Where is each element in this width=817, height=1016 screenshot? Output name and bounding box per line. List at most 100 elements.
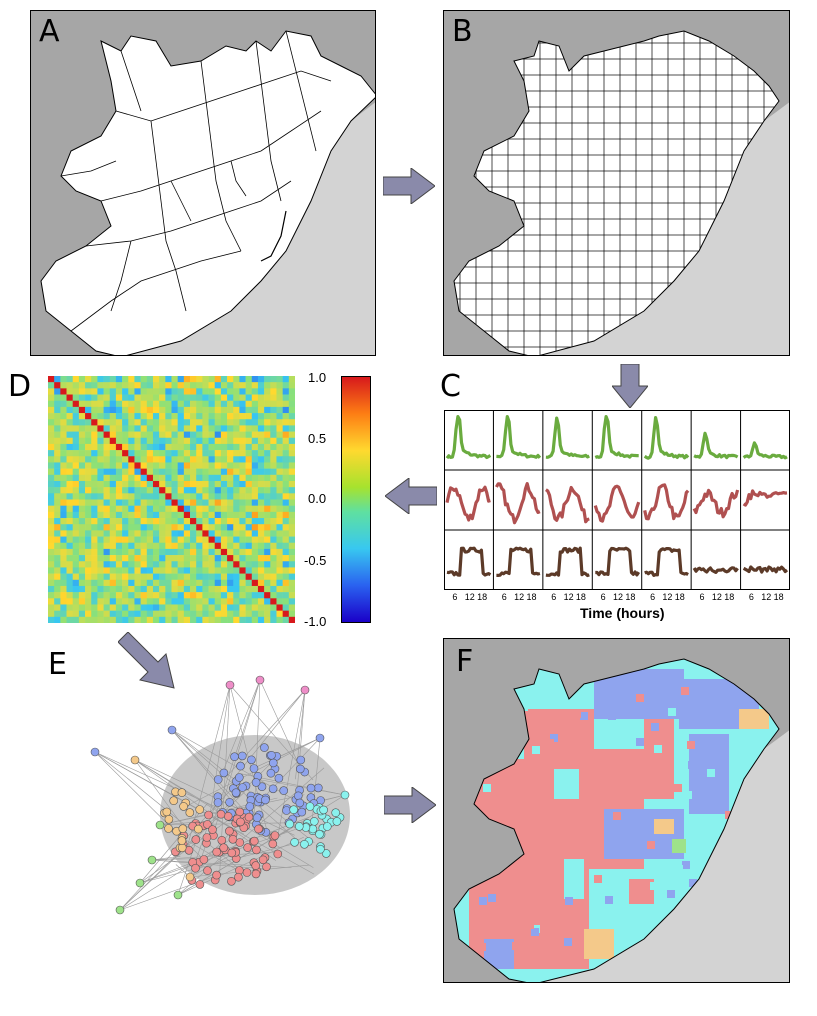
- network-node: [212, 870, 221, 880]
- tick-label-six: 6: [551, 592, 557, 602]
- tick-label-eighteen: 18: [526, 592, 537, 602]
- network-node: [300, 685, 310, 695]
- network-node: [223, 812, 233, 821]
- network-node: [147, 855, 157, 865]
- series-line: [445, 414, 492, 460]
- network-node: [227, 848, 237, 858]
- series-line: [545, 546, 590, 578]
- network-node: [213, 798, 223, 807]
- network-node: [135, 878, 145, 888]
- network-node: [258, 855, 268, 865]
- network-node: [274, 773, 284, 783]
- network-node: [177, 836, 187, 845]
- correlation-matrix: [48, 376, 295, 623]
- network-node: [227, 877, 236, 886]
- colorbar-tick-2: 0.5: [308, 431, 327, 446]
- network-node: [260, 743, 269, 752]
- network-node: [231, 788, 241, 797]
- series-line: [545, 485, 590, 524]
- network-node: [255, 675, 265, 685]
- network-node: [331, 808, 340, 817]
- network-node: [245, 802, 255, 811]
- tick-label-six: 6: [501, 592, 507, 602]
- tick-label-eighteen: 18: [575, 592, 586, 602]
- arrow-d-to-e: [118, 632, 175, 689]
- arrow-b-to-c: [612, 364, 648, 408]
- network-node: [194, 824, 203, 834]
- cluster-region: [484, 939, 514, 969]
- network-node: [247, 755, 256, 765]
- series-line: [693, 431, 739, 460]
- network-node: [162, 807, 172, 817]
- network-node: [282, 806, 291, 815]
- network-node: [217, 836, 227, 845]
- network-node: [213, 775, 223, 784]
- network-node: [225, 826, 234, 836]
- panel-f-label: F: [456, 644, 474, 679]
- series-line: [496, 546, 541, 577]
- series-line: [644, 547, 689, 577]
- network-node: [164, 824, 173, 833]
- tick-label-twelve: 12: [761, 592, 772, 602]
- network-node: [130, 755, 140, 765]
- network-node: [294, 791, 303, 801]
- network-node: [310, 817, 319, 826]
- network-node: [242, 868, 252, 877]
- panel-b-label: B: [452, 14, 473, 49]
- colorbar: [341, 376, 371, 623]
- network-node: [191, 863, 200, 873]
- network-node: [295, 822, 304, 831]
- network-node: [296, 755, 306, 765]
- municipality-map: [40, 30, 375, 355]
- network-node: [316, 844, 325, 854]
- network-node: [296, 764, 305, 774]
- network-node: [321, 849, 331, 858]
- panel-b-grid-map: B: [443, 10, 790, 356]
- tick-label-eighteen: 18: [724, 592, 735, 602]
- network-node: [191, 835, 201, 844]
- cluster-region: [584, 929, 614, 959]
- network-node: [251, 861, 260, 870]
- network-node: [252, 813, 262, 822]
- series-line: [742, 489, 788, 507]
- series-line: [692, 488, 740, 519]
- tick-label-eighteen: 18: [674, 592, 685, 602]
- network-node: [185, 808, 195, 817]
- network-node: [199, 855, 209, 864]
- network-node: [219, 843, 228, 852]
- series-line: [742, 441, 788, 460]
- network-node: [305, 802, 315, 811]
- network-node: [208, 825, 217, 834]
- network-node: [251, 869, 261, 879]
- network-node: [225, 680, 235, 690]
- network-node: [251, 778, 261, 787]
- network-node: [315, 829, 324, 839]
- network-node: [257, 782, 267, 791]
- cluster-region: [739, 709, 769, 729]
- network-node: [203, 866, 212, 875]
- tick-label-twelve: 12: [563, 592, 574, 602]
- network-node: [306, 783, 316, 793]
- network-graph: [90, 675, 350, 915]
- tick-label-twelve: 12: [464, 592, 475, 602]
- network-node: [268, 784, 278, 794]
- tick-label-six: 6: [600, 592, 606, 602]
- network-node: [273, 849, 283, 859]
- series-line: [496, 414, 542, 459]
- network-node: [323, 822, 332, 831]
- network-node: [266, 768, 276, 778]
- tick-label-twelve: 12: [711, 592, 722, 602]
- network-node: [202, 833, 212, 842]
- network-node: [332, 817, 342, 826]
- tick-label-twelve: 12: [662, 592, 673, 602]
- series-line: [593, 484, 641, 523]
- arrow-e-to-f: [384, 787, 436, 823]
- series-line: [446, 546, 492, 577]
- network-node: [204, 810, 213, 820]
- series-line: [445, 485, 491, 522]
- network-node: [295, 798, 305, 808]
- cluster-region: [629, 879, 654, 904]
- panel-e-label: E: [48, 647, 67, 682]
- tick-label-six: 6: [452, 592, 458, 602]
- series-line: [692, 566, 739, 574]
